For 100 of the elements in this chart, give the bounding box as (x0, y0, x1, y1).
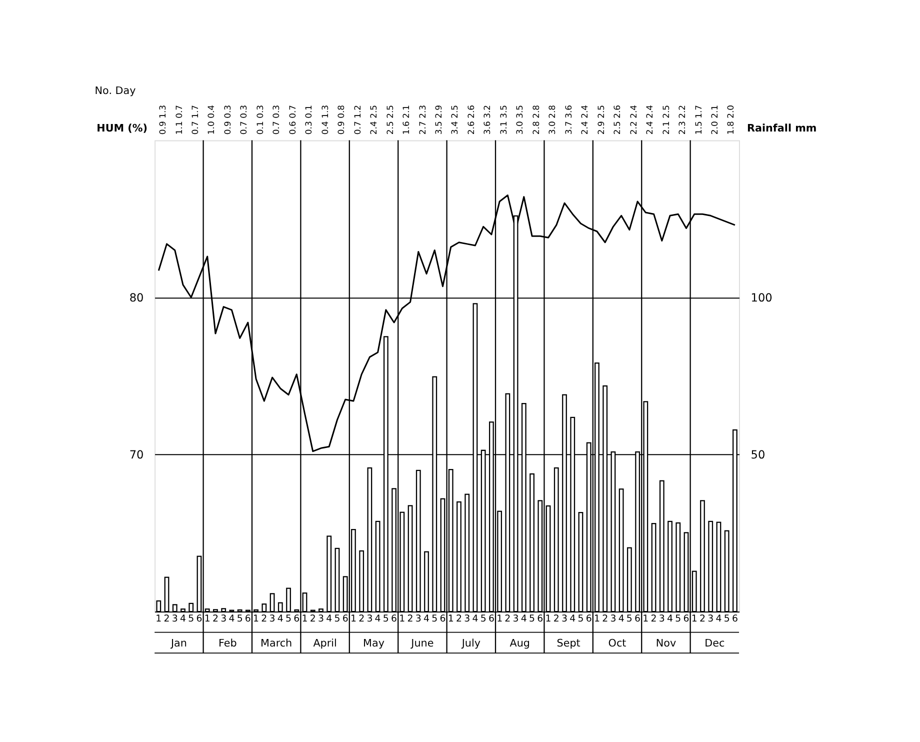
x-tick-label: 1 (399, 613, 406, 624)
x-tick-label: 3 (366, 613, 373, 624)
x-tick-label: 4 (424, 613, 430, 624)
x-tick-label: 1 (642, 613, 649, 624)
x-tick-label: 5 (480, 613, 486, 624)
text: 0.7 0.3 (271, 104, 282, 135)
x-tick-label: 4 (570, 613, 576, 624)
text: 2.5 2.5 (384, 104, 395, 135)
text: 0.6 0.7 (287, 104, 298, 135)
x-tick-label: 4 (180, 613, 186, 624)
x-tick-label: 1 (594, 613, 600, 624)
text: 3.1 3.5 (498, 104, 508, 135)
x-tick-label: 5 (432, 613, 438, 624)
x-tick-label: 2 (602, 613, 608, 624)
x-tick-label: 2 (164, 613, 170, 624)
text: 2.7 2.3 (417, 104, 428, 135)
text: 1.6 2.1 (401, 104, 412, 135)
x-tick-label: 5 (382, 613, 389, 624)
x-tick-label: 2 (261, 613, 268, 624)
x-tick-label: 2 (212, 613, 218, 624)
x-tick-label: 1 (302, 613, 308, 624)
text: June (410, 637, 434, 650)
text: Jan (170, 637, 187, 650)
text: Feb (218, 637, 238, 650)
text: 0.9 1.3 (158, 104, 168, 135)
x-tick-label: 5 (724, 613, 730, 624)
text: 2.1 2.5 (660, 104, 671, 135)
x-tick-label: 4 (228, 613, 235, 624)
x-tick-label: 6 (440, 613, 446, 624)
x-tick-label: 3 (562, 613, 568, 624)
x-tick-label: 2 (504, 613, 511, 624)
x-tick-label: 2 (358, 613, 365, 624)
text: 2.4 2.5 (368, 104, 379, 135)
x-tick-label: 4 (472, 613, 478, 624)
text: Dec (704, 637, 725, 650)
text: 1.1 0.7 (174, 104, 184, 135)
x-tick-label: 2 (407, 613, 414, 624)
x-tick-label: 4 (618, 613, 624, 624)
x-tick-label: 3 (415, 613, 422, 624)
x-tick-label: 1 (350, 613, 356, 624)
x-tick-label: 2 (553, 613, 560, 624)
x-tick-label: 1 (545, 613, 552, 624)
x-tick-label: 5 (188, 613, 194, 624)
text: 1.8 2.0 (726, 104, 736, 135)
x-tick-label: 3 (658, 613, 665, 624)
text: 0.3 0.1 (304, 104, 314, 135)
x-tick-label: 1 (204, 613, 210, 624)
text: Sept (556, 637, 580, 650)
x-tick-label: 6 (537, 613, 544, 624)
text: 3.5 2.9 (434, 104, 444, 135)
text: 2.8 2.8 (530, 104, 541, 135)
x-tick-label: 2 (456, 613, 462, 624)
x-tick-label: 3 (512, 613, 519, 624)
text: 0.4 1.3 (320, 104, 330, 135)
text: 2.2 2.4 (628, 104, 638, 135)
x-tick-label: 6 (244, 613, 251, 624)
x-tick-label: 6 (732, 613, 738, 624)
text: March (260, 637, 292, 650)
y-tick-label: 70 (129, 448, 144, 462)
x-tick-label: 3 (318, 613, 324, 624)
text: 2.4 2.4 (580, 104, 590, 135)
x-tick-label: 4 (520, 613, 527, 624)
x-tick-label: 3 (610, 613, 616, 624)
text: May (363, 637, 384, 650)
x-tick-label: 3 (708, 613, 714, 624)
x-tick-label: 6 (586, 613, 592, 624)
x-tick-label: 6 (391, 613, 398, 624)
text: 0.7 0.3 (238, 104, 249, 135)
x-tick-label: 5 (626, 613, 632, 624)
x-tick-label: 5 (578, 613, 584, 624)
text: 0.9 0.3 (222, 104, 232, 135)
x-tick-label: 6 (342, 613, 348, 624)
x-tick-label: 6 (488, 613, 494, 624)
text: 0.7 1.7 (190, 104, 200, 135)
x-tick-label: 6 (634, 613, 641, 624)
text: 3.7 3.6 (563, 104, 574, 135)
x-tick-label: 5 (236, 613, 243, 624)
x-tick-label: 2 (650, 613, 657, 624)
y-tick-label: 80 (129, 292, 144, 305)
text: 0.1 0.3 (254, 104, 265, 135)
text: Nov (656, 637, 676, 650)
y2-tick-label: 100 (750, 292, 772, 305)
y-axis-title: HUM (%) (96, 122, 148, 134)
x-tick-label: 4 (374, 613, 381, 624)
text: 1.5 1.7 (693, 104, 704, 135)
x-tick-label: 5 (286, 613, 292, 624)
x-tick-label: 2 (699, 613, 706, 624)
text: 3.0 3.5 (514, 104, 525, 135)
text: July (460, 637, 480, 650)
text: 0.9 0.8 (336, 104, 346, 135)
x-tick-label: 2 (310, 613, 316, 624)
x-tick-label: 4 (667, 613, 674, 624)
x-tick-label: 3 (269, 613, 276, 624)
x-tick-label: 1 (448, 613, 454, 624)
text: 2.6 2.6 (466, 104, 476, 135)
text: 2.4 2.4 (644, 104, 655, 135)
text: 2.3 2.2 (677, 104, 688, 135)
text: April (313, 637, 337, 650)
x-tick-label: 6 (294, 613, 300, 624)
text: Oct (608, 637, 626, 650)
